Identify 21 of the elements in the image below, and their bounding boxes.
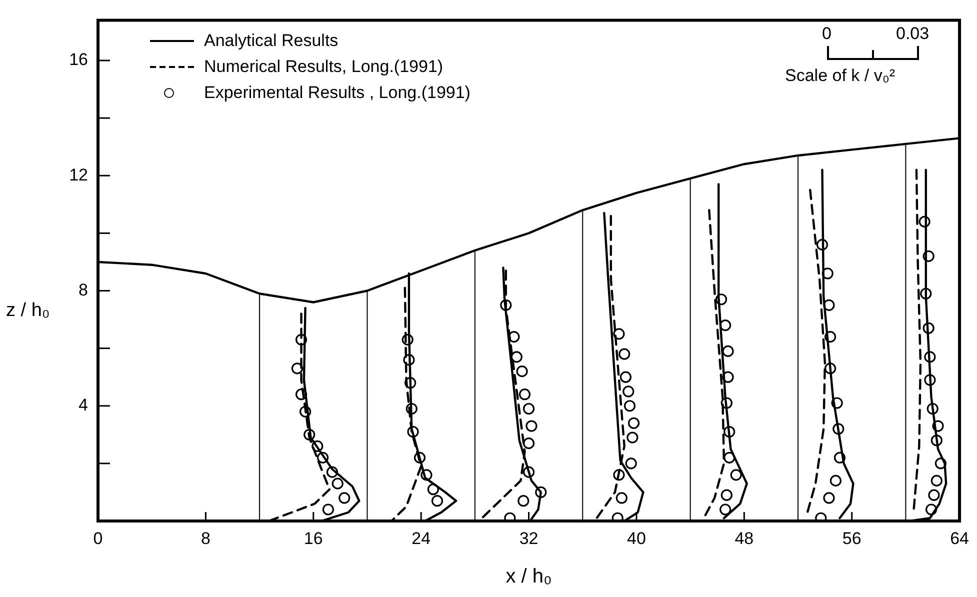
y-tick-label: 16 (69, 50, 88, 70)
x-tick-label: 56 (842, 528, 862, 548)
x-tick-label: 40 (627, 528, 646, 548)
x-tick-label: 16 (304, 528, 323, 548)
x-tick-label: 48 (734, 528, 754, 548)
x-tick-label: 64 (950, 528, 970, 548)
annotation: 0 (822, 24, 832, 44)
y-axis-title: z / h₀ (6, 300, 50, 321)
x-tick-label: 32 (519, 528, 538, 548)
y-tick-label: 12 (69, 165, 88, 184)
x-axis-title: x / h₀ (506, 566, 552, 588)
annotation: 0.03 (896, 24, 930, 44)
legend-label: Numerical Results, Long.(1991) (204, 57, 444, 77)
legend-label: Experimental Results , Long.(1991) (204, 83, 470, 103)
x-tick-label: 0 (93, 528, 103, 548)
annotation: Scale of k / v₀² (785, 66, 896, 86)
legend-label: Analytical Results (204, 31, 338, 51)
y-tick-label: 4 (78, 396, 88, 415)
x-tick-label: 24 (412, 528, 431, 548)
y-tick-label: 8 (78, 280, 88, 300)
x-tick-label: 8 (200, 528, 210, 548)
